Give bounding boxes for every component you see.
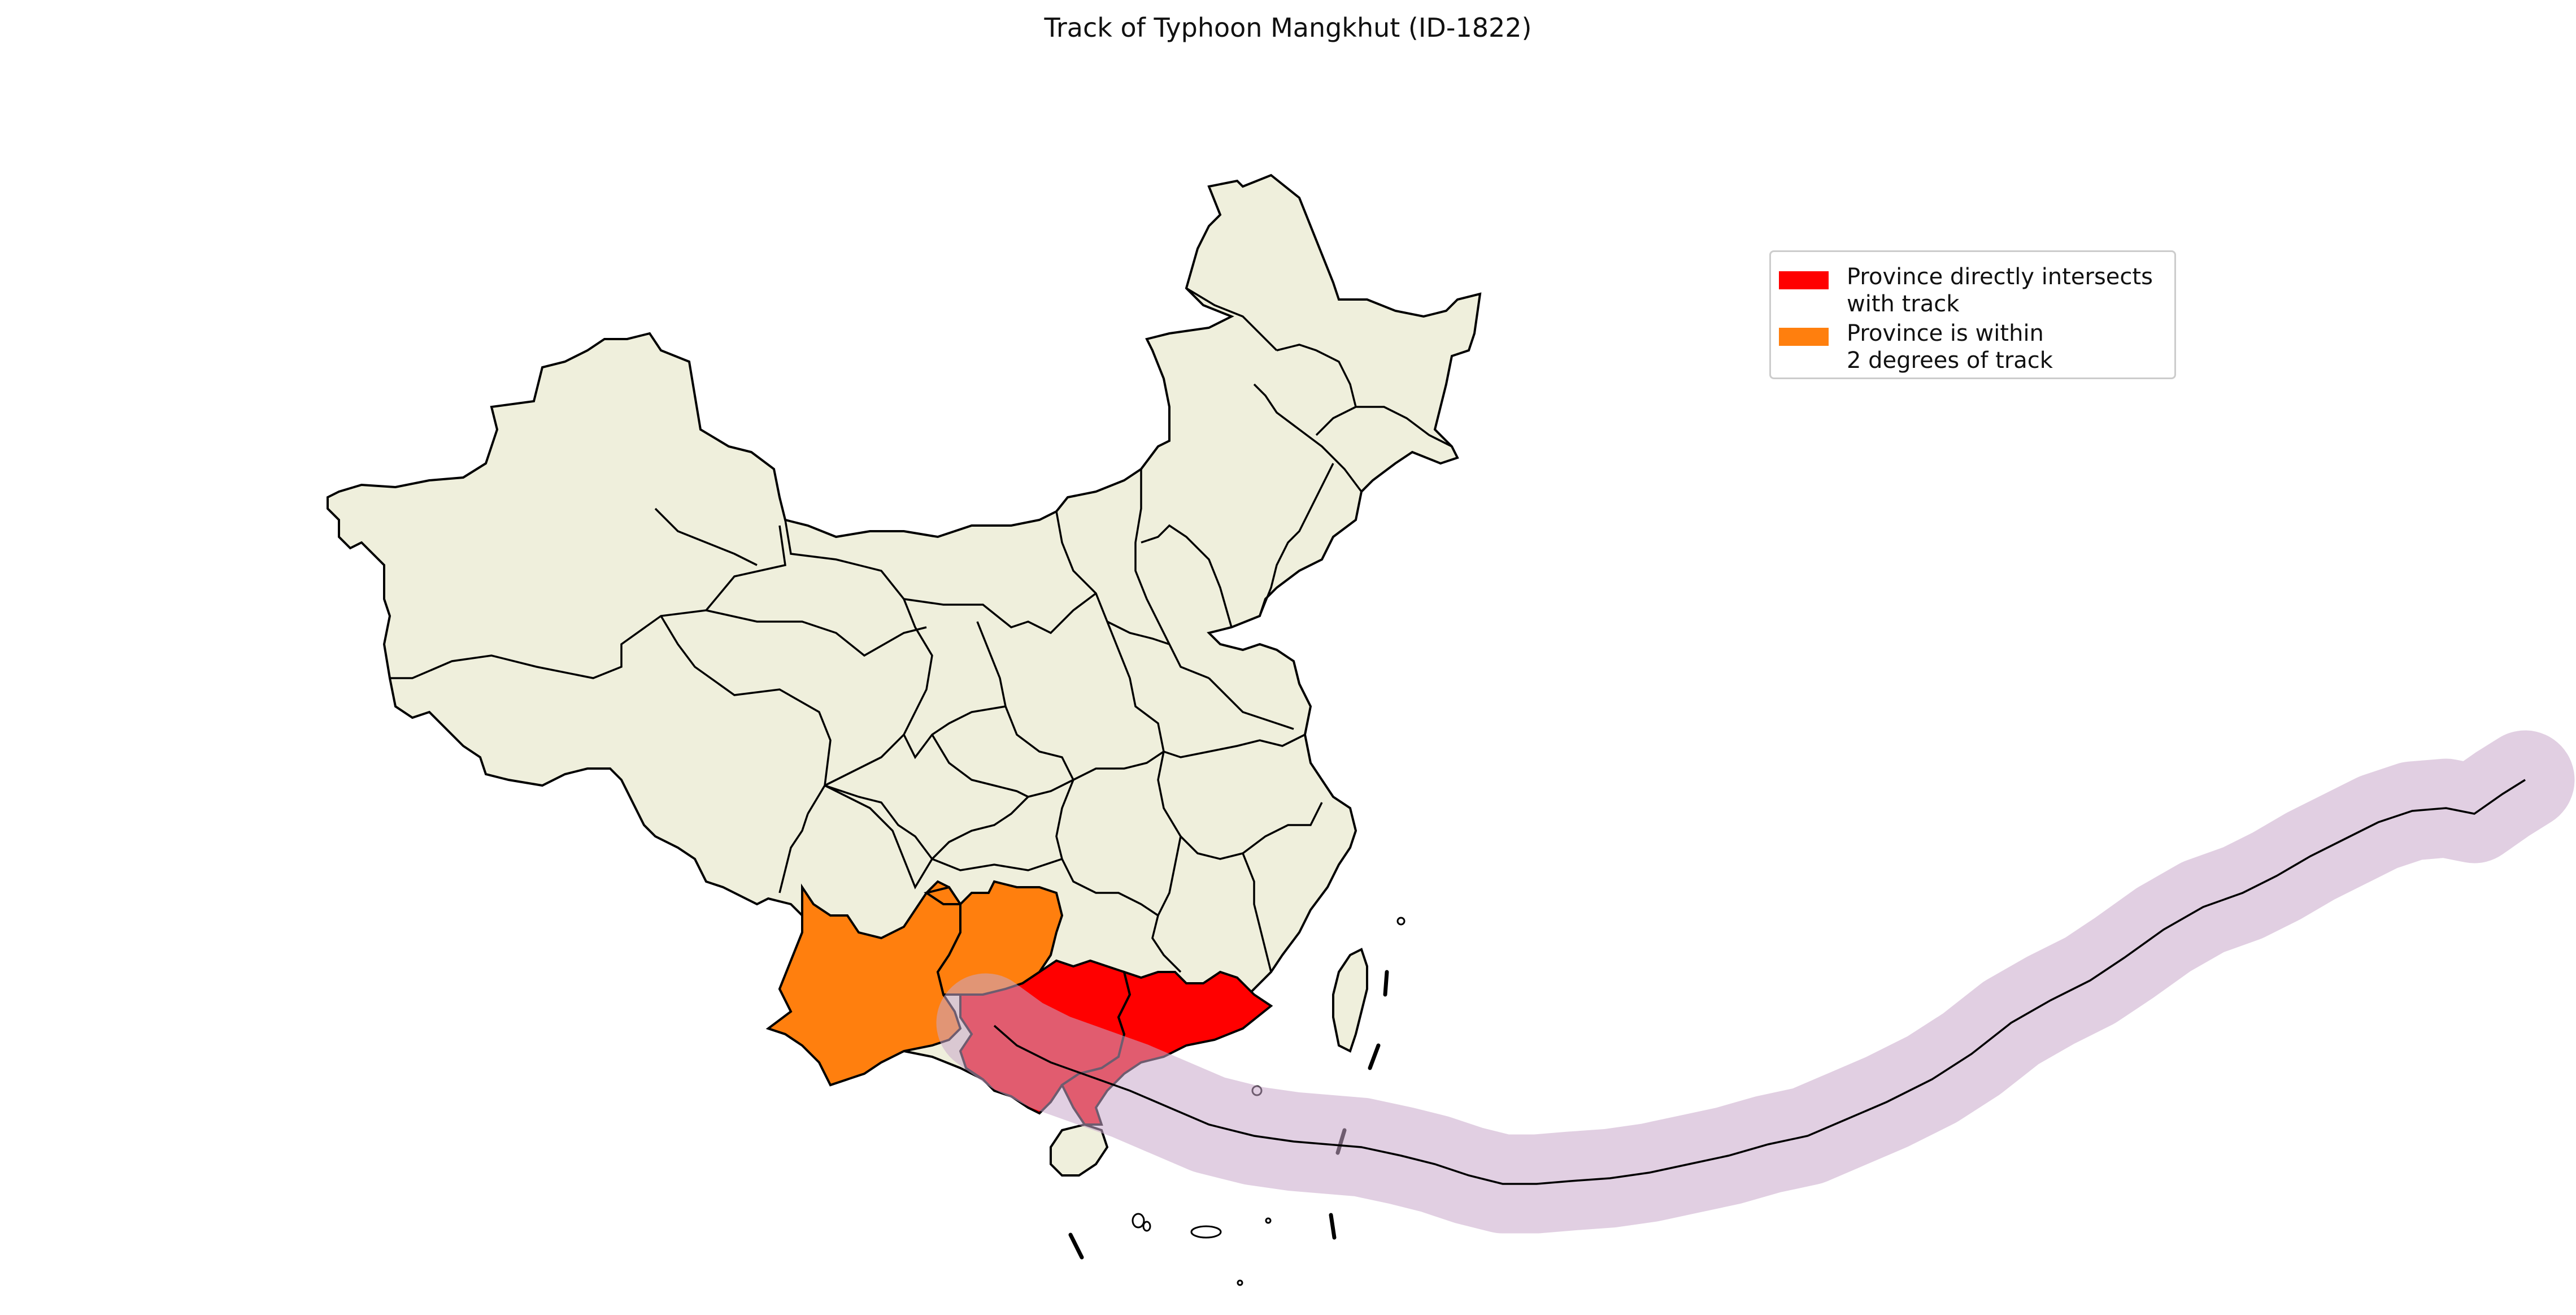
- province-guizhou: [924, 880, 1064, 996]
- legend-swatch-intersects: [1779, 271, 1829, 289]
- province-boundaries: [390, 287, 1452, 973]
- china-land: [327, 173, 1482, 1115]
- legend-label-intersects: Province directly intersects with track: [1847, 264, 2153, 317]
- legend-item-within: Province is within 2 degrees of track: [1779, 320, 2053, 374]
- hainan-island: [1050, 1123, 1109, 1177]
- legend-item-intersects: Province directly intersects with track: [1779, 263, 2153, 318]
- typhoon-track: [993, 779, 2526, 1185]
- legend: Province directly intersects with track …: [1769, 250, 2176, 379]
- map-title: Track of Typhoon Mangkhut (ID-1822): [1044, 12, 1532, 43]
- taiwan-island: [1332, 948, 1368, 1053]
- legend-swatch-within: [1779, 328, 1829, 346]
- legend-label-within: Province is within 2 degrees of track: [1847, 320, 2053, 374]
